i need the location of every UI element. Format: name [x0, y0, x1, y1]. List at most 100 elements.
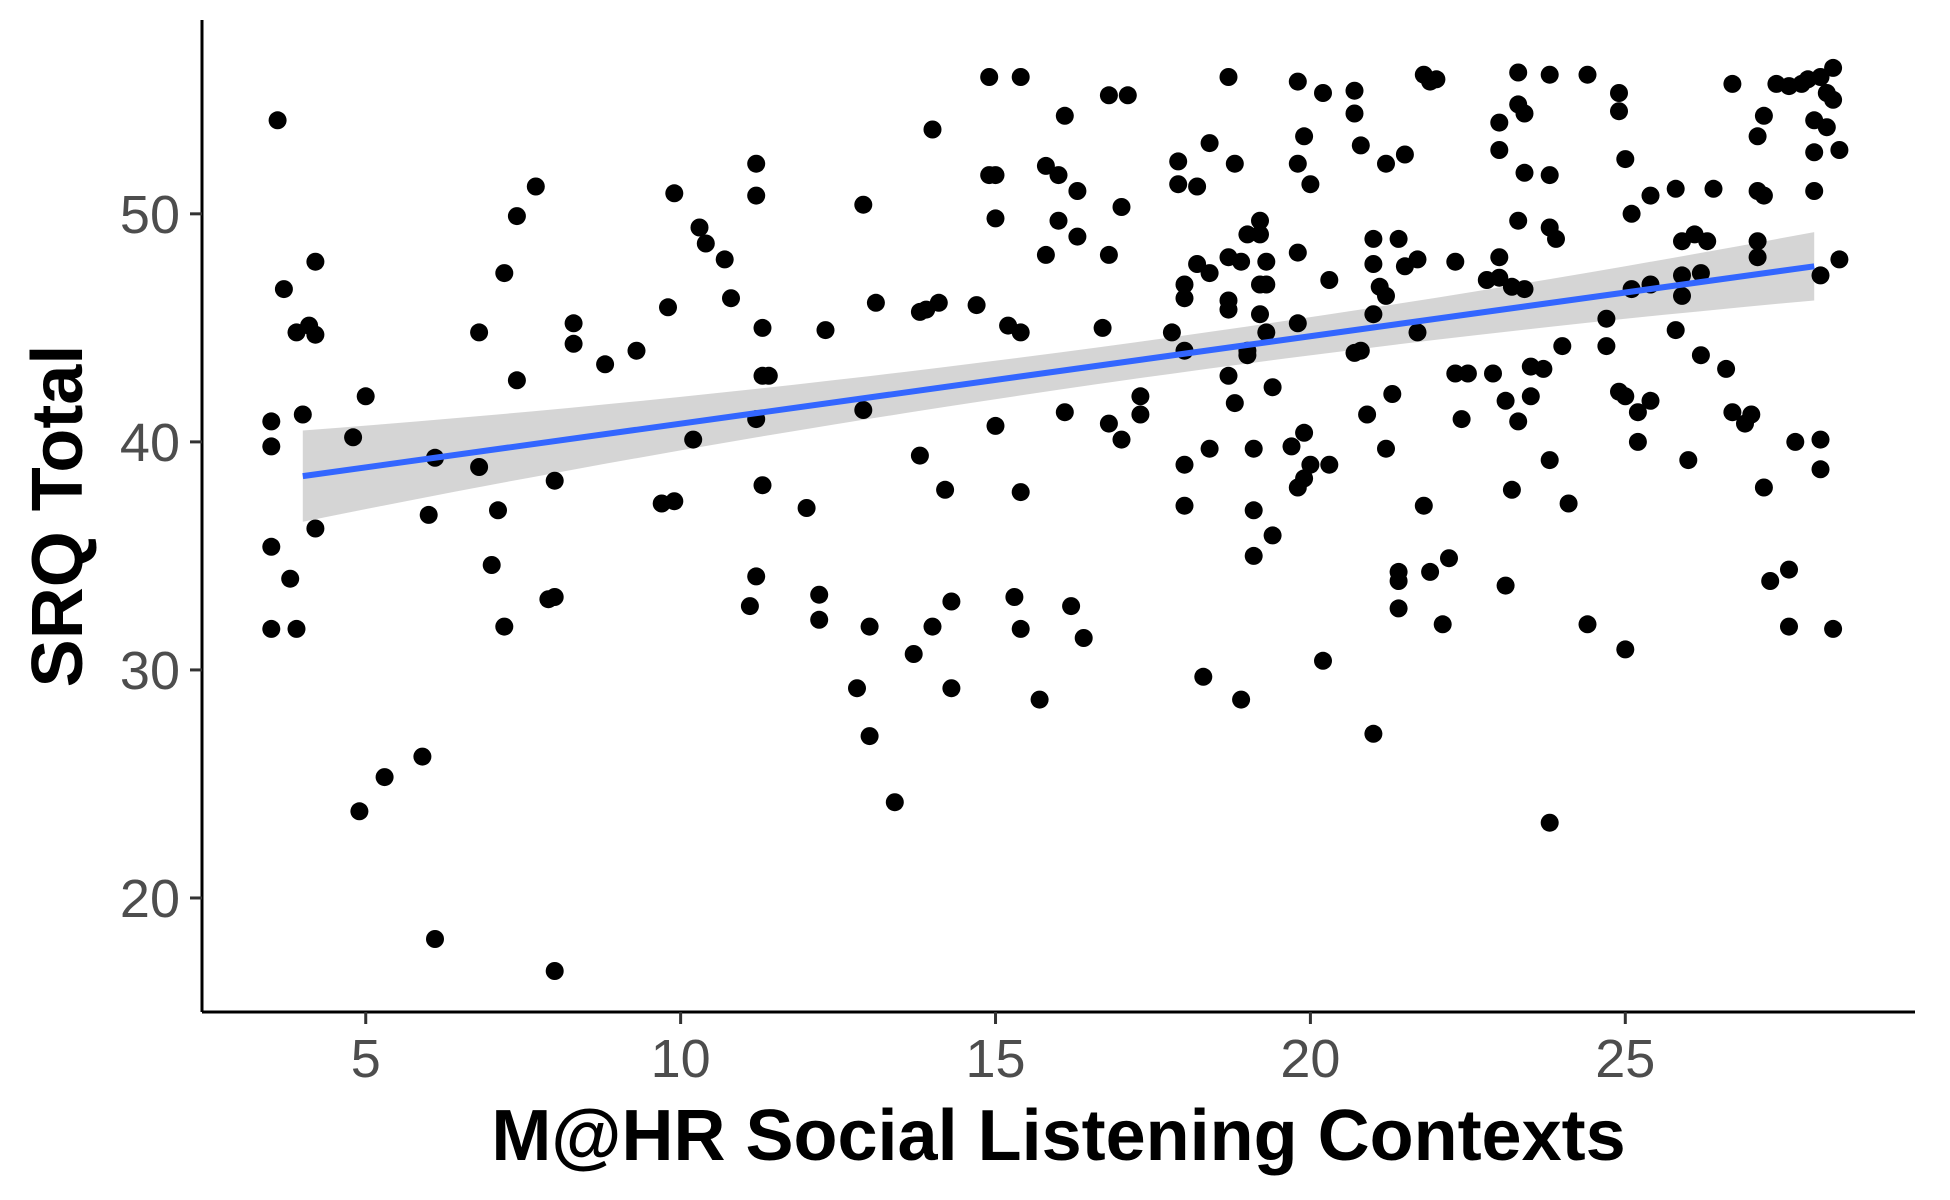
data-point: [1345, 81, 1364, 100]
data-point: [1074, 629, 1093, 647]
data-point: [1068, 227, 1087, 246]
y-tick-label: 50: [120, 185, 180, 245]
data-point: [419, 505, 438, 524]
data-point: [1011, 483, 1030, 502]
data-point: [1698, 232, 1717, 251]
data-point: [1244, 501, 1263, 520]
data-point: [1628, 403, 1647, 422]
data-point: [923, 617, 942, 636]
data-point: [1433, 615, 1452, 634]
data-point: [1099, 245, 1118, 264]
tick-labels-layer: 5 10 15 20 25 20 30 40 50: [120, 185, 1655, 1089]
data-point: [1754, 478, 1773, 497]
fit-line-layer: [302, 263, 1815, 480]
data-point: [564, 314, 583, 333]
data-point: [1811, 460, 1830, 479]
data-point: [564, 334, 583, 353]
data-point: [1200, 134, 1219, 153]
data-point: [1484, 364, 1502, 383]
data-point: [1811, 430, 1830, 449]
data-point: [1364, 305, 1383, 324]
data-point: [495, 617, 514, 636]
data-point: [1301, 175, 1320, 194]
data-point: [1490, 113, 1509, 132]
data-point: [1188, 255, 1207, 273]
data-point: [1490, 141, 1509, 159]
data-point: [1666, 321, 1685, 340]
data-point: [860, 727, 879, 746]
data-point: [1112, 430, 1131, 449]
data-point: [797, 499, 816, 517]
data-point: [1673, 286, 1691, 305]
data-point: [885, 793, 904, 812]
data-point: [860, 617, 879, 636]
data-point: [1628, 432, 1647, 451]
data-point: [747, 186, 766, 205]
data-point: [413, 747, 432, 766]
data-point: [293, 405, 312, 424]
data-point: [1345, 104, 1364, 123]
data-point: [1616, 640, 1635, 659]
data-point: [1112, 198, 1131, 216]
data-point: [1383, 385, 1402, 403]
data-point: [596, 355, 615, 374]
data-point: [1055, 403, 1074, 422]
data-point: [1244, 546, 1263, 565]
data-point: [684, 430, 703, 449]
data-point: [1200, 439, 1219, 458]
data-point: [1257, 252, 1276, 271]
data-point: [1421, 562, 1440, 581]
data-point: [1225, 154, 1244, 173]
data-point: [1314, 651, 1332, 670]
data-point: [1723, 403, 1742, 422]
data-point: [810, 610, 829, 629]
data-point: [1377, 439, 1395, 458]
data-point: [482, 556, 501, 574]
data-point: [986, 166, 1005, 185]
x-tick-label: 5: [351, 1029, 381, 1089]
data-point: [1257, 323, 1276, 342]
data-point: [696, 234, 715, 253]
data-point: [545, 588, 564, 606]
data-point: [1515, 104, 1534, 123]
data-point: [904, 645, 923, 663]
data-point: [1780, 560, 1798, 579]
data-point: [1301, 455, 1320, 474]
data-point: [986, 209, 1005, 228]
data-point: [1578, 615, 1597, 634]
data-point: [356, 387, 375, 406]
data-point: [1389, 599, 1408, 618]
data-point: [1805, 143, 1824, 162]
data-point: [1200, 264, 1219, 283]
data-point: [1452, 410, 1471, 429]
data-point: [1351, 136, 1370, 155]
data-point: [1175, 289, 1194, 308]
data-point: [1169, 175, 1188, 194]
data-point: [1786, 432, 1805, 451]
data-point: [1717, 359, 1736, 378]
data-point: [1780, 617, 1798, 636]
data-point: [1036, 156, 1055, 175]
data-point: [1395, 145, 1414, 164]
data-point: [1295, 423, 1314, 442]
data-point: [1364, 229, 1383, 248]
data-point: [1049, 166, 1068, 185]
data-point: [1509, 412, 1528, 431]
data-point: [1824, 619, 1843, 638]
data-point: [344, 428, 363, 447]
data-point: [722, 289, 740, 308]
data-point: [507, 371, 526, 390]
data-point: [1490, 248, 1509, 267]
data-point: [1288, 243, 1307, 262]
data-point: [1062, 597, 1081, 616]
data-point: [1761, 572, 1780, 590]
data-point: [1011, 68, 1030, 86]
data-point: [665, 184, 684, 203]
regression-line: [302, 263, 1815, 480]
data-point: [1263, 526, 1282, 545]
data-point: [1131, 387, 1150, 406]
data-point: [1188, 177, 1207, 196]
data-point: [1496, 576, 1515, 595]
data-point: [1295, 469, 1314, 488]
